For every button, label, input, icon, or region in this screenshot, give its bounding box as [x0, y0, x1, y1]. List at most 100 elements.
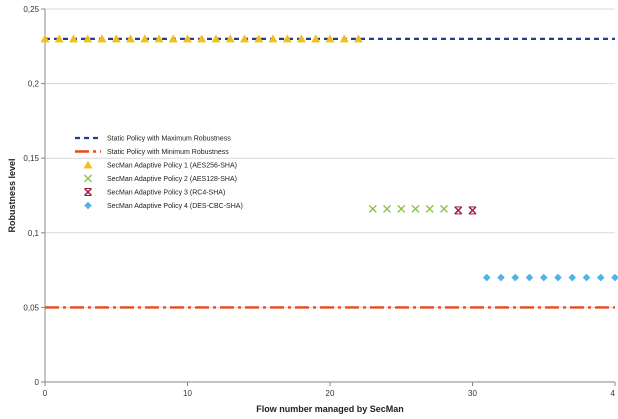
data-point — [111, 34, 121, 43]
data-point — [425, 204, 434, 213]
data-point — [482, 273, 491, 282]
triangle-marker — [354, 34, 363, 43]
data-point — [440, 204, 448, 213]
triangle-marker — [83, 160, 93, 169]
diamond-marker — [596, 273, 605, 282]
y-tick-label: 0,05 — [23, 303, 39, 312]
legend-swatch — [83, 160, 93, 169]
grid-lines — [45, 8, 615, 308]
data-point — [54, 34, 64, 43]
data-point — [211, 34, 221, 43]
x-marker-stroke — [383, 204, 391, 213]
data-point — [297, 34, 306, 43]
data-point — [383, 204, 391, 213]
diamond-marker — [482, 273, 491, 282]
y-tick-label: 0,25 — [23, 5, 39, 14]
series-4 — [368, 204, 448, 213]
data-point — [539, 273, 548, 282]
data-point — [240, 34, 249, 43]
diamond-marker — [84, 201, 92, 210]
plot-series — [40, 34, 618, 309]
y-tick-label: 0,2 — [28, 80, 40, 89]
data-point — [397, 204, 406, 213]
triangle-marker — [154, 34, 164, 43]
x-marker-stroke — [84, 174, 92, 183]
data-point — [183, 34, 192, 43]
legend-label: SecMan Adaptive Policy 3 (RC4-SHA) — [107, 190, 225, 197]
data-point — [368, 204, 377, 213]
data-point — [126, 34, 135, 43]
triangle-marker — [268, 34, 278, 43]
triangle-marker — [225, 34, 235, 43]
diamond-marker — [554, 273, 562, 282]
data-point — [454, 206, 463, 215]
triangle-marker — [282, 34, 292, 43]
data-point — [69, 34, 78, 43]
legend-item: Static Policy with Maximum Robustness — [75, 136, 231, 143]
diamond-marker — [497, 273, 505, 282]
legend-label: SecMan Adaptive Policy 1 (AES256-SHA) — [107, 163, 237, 170]
data-point — [97, 34, 107, 43]
asterisk-marker-stroke — [454, 206, 463, 215]
x-marker-stroke — [368, 204, 377, 213]
data-point — [582, 273, 591, 282]
x-marker-stroke — [425, 204, 434, 213]
data-point — [468, 206, 477, 215]
legend-swatch — [84, 201, 92, 210]
data-point — [197, 34, 207, 43]
legend-label: Static Policy with Minimum Robustness — [107, 149, 229, 156]
triangle-marker — [40, 34, 50, 43]
triangle-marker — [297, 34, 306, 43]
asterisk-marker-stroke — [84, 188, 92, 196]
data-point — [596, 273, 605, 282]
data-point — [83, 34, 93, 43]
data-point — [354, 34, 363, 43]
data-point — [311, 34, 321, 43]
triangle-marker — [197, 34, 207, 43]
legend: Static Policy with Maximum Robustness Sta… — [75, 136, 243, 210]
diamond-marker — [582, 273, 591, 282]
x-axis-ticks: 0 10 20 30 4 — [43, 382, 616, 398]
triangle-marker — [211, 34, 221, 43]
data-point — [554, 273, 562, 282]
data-point — [254, 34, 264, 43]
legend-item: SecMan Adaptive Policy 1 (AES256-SHA) — [83, 160, 237, 170]
data-point — [40, 34, 50, 43]
x-tick-label: 10 — [183, 389, 192, 398]
diamond-marker — [611, 273, 618, 282]
triangle-marker — [168, 34, 178, 43]
data-point — [411, 204, 420, 213]
legend-item: SecMan Adaptive Policy 4 (DES-CBC-SHA) — [84, 201, 243, 210]
data-point — [140, 34, 150, 43]
legend-item: Static Policy with Minimum Robustness — [75, 149, 229, 156]
x-tick-label: 30 — [468, 389, 477, 398]
legend-label: SecMan Adaptive Policy 4 (DES-CBC-SHA) — [107, 203, 243, 210]
data-point — [325, 34, 335, 43]
legend-label: Static Policy with Maximum Robustness — [107, 136, 231, 143]
data-point — [339, 34, 349, 43]
triangle-marker — [69, 34, 78, 43]
triangle-marker — [254, 34, 264, 43]
triangle-marker — [311, 34, 321, 43]
data-point — [268, 34, 278, 43]
legend-label: SecMan Adaptive Policy 2 (AES128-SHA) — [107, 176, 237, 183]
triangle-marker — [83, 34, 93, 43]
diamond-marker — [568, 273, 577, 282]
triangle-marker — [183, 34, 192, 43]
x-marker-stroke — [397, 204, 406, 213]
triangle-marker — [126, 34, 135, 43]
x-marker-stroke — [440, 204, 448, 213]
data-point — [511, 273, 520, 282]
y-tick-label: 0 — [35, 378, 40, 387]
triangle-marker — [54, 34, 64, 43]
data-point — [568, 273, 577, 282]
triangle-marker — [240, 34, 249, 43]
data-point — [497, 273, 505, 282]
x-marker-stroke — [411, 204, 420, 213]
triangle-marker — [140, 34, 150, 43]
x-axis-label: Flow number managed by SecMan — [256, 404, 404, 414]
x-tick-label: 0 — [43, 389, 48, 398]
triangle-marker — [325, 34, 335, 43]
data-point — [168, 34, 178, 43]
